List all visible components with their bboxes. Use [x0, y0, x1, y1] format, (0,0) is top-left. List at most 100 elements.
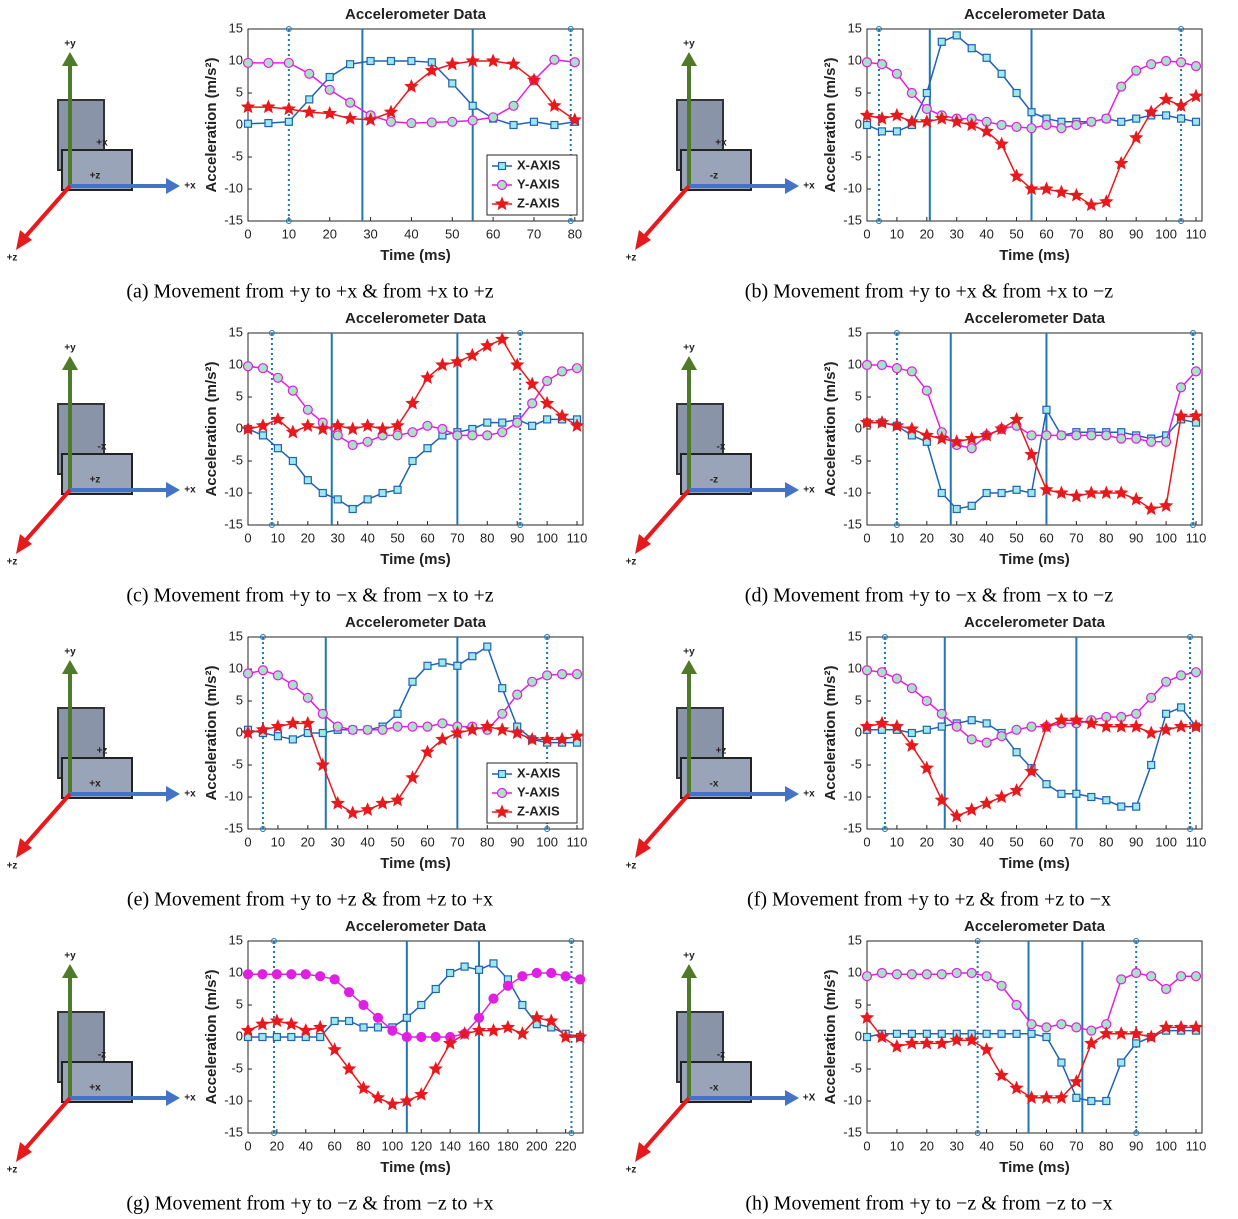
x-tick-label: 30	[949, 530, 963, 545]
marker	[513, 418, 522, 427]
x-tick-label: 0	[863, 226, 870, 241]
x-tick-label: 50	[445, 226, 459, 241]
y-tick-label: -15	[224, 212, 243, 227]
marker	[953, 506, 960, 513]
y-tick-label: -10	[843, 1092, 862, 1107]
marker	[510, 122, 517, 129]
marker	[331, 1018, 338, 1025]
marker	[475, 1013, 484, 1022]
x-tick-label: 40	[404, 226, 418, 241]
y-tick-label: 10	[848, 356, 862, 371]
x-tick-label: 30	[949, 834, 963, 849]
x-tick-label: 70	[1069, 1138, 1083, 1153]
x-tick-label: 80	[480, 530, 494, 545]
marker	[1042, 1023, 1051, 1032]
marker	[245, 120, 252, 127]
illustration-label: -z	[98, 1050, 106, 1061]
marker	[1012, 1001, 1021, 1010]
arrow-head	[166, 1090, 180, 1106]
axis-arrow	[26, 1098, 70, 1148]
x-axis-label: Time (ms)	[380, 551, 451, 568]
marker	[877, 361, 886, 370]
illustration-label: -z	[710, 171, 718, 182]
marker	[543, 671, 552, 680]
x-tick-label: 70	[450, 530, 464, 545]
marker	[1132, 66, 1141, 75]
x-tick-label: 20	[920, 1138, 934, 1153]
y-tick-label: 5	[236, 692, 243, 707]
marker	[402, 1033, 411, 1042]
marker	[1087, 117, 1096, 126]
marker	[968, 502, 975, 509]
panel: +y+X+z-z-xAccelerometer Data-15-10-50510…	[626, 918, 1207, 1215]
arrow-head	[166, 482, 180, 498]
arrow-head	[785, 178, 799, 194]
y-tick-label: 10	[229, 52, 243, 67]
marker	[1117, 975, 1126, 984]
legend-marker	[498, 181, 507, 190]
x-tick-label: 10	[890, 226, 904, 241]
marker	[863, 972, 872, 981]
marker	[334, 496, 341, 503]
y-tick-label: 5	[855, 388, 862, 403]
x-axis-label: Time (ms)	[380, 1159, 451, 1176]
panel: +y+x+z-x-zAccelerometer Data-15-10-50510…	[626, 310, 1207, 607]
x-tick-label: 80	[1099, 834, 1113, 849]
y-tick-label: -15	[224, 820, 243, 835]
marker	[1072, 431, 1081, 440]
marker	[1102, 114, 1111, 123]
marker	[346, 98, 355, 107]
marker	[907, 970, 916, 979]
marker	[408, 58, 415, 65]
arrow-head	[166, 786, 180, 802]
x-tick-label: 110	[567, 530, 588, 545]
marker	[265, 120, 272, 127]
marker	[367, 58, 374, 65]
x-tick-label: 40	[979, 226, 993, 241]
x-tick-label: 60	[420, 834, 434, 849]
marker	[863, 58, 872, 67]
marker	[922, 105, 931, 114]
x-tick-label: 90	[510, 834, 524, 849]
illustration-label: +z	[90, 171, 101, 182]
marker	[259, 432, 266, 439]
marker	[394, 486, 401, 493]
x-tick-label: 20	[270, 1138, 284, 1153]
y-tick-label: -10	[224, 1092, 243, 1107]
marker	[952, 969, 961, 978]
marker	[1117, 82, 1126, 91]
x-tick-label: 40	[360, 530, 374, 545]
caption: (a) Movement from +y to +x & from +x to …	[126, 281, 493, 303]
illustration-label: +z	[716, 746, 727, 757]
x-tick-label: 10	[890, 530, 904, 545]
y-tick-label: 10	[229, 356, 243, 371]
x-axis-label: Time (ms)	[999, 1159, 1070, 1176]
chart-title: Accelerometer Data	[964, 310, 1106, 327]
marker	[484, 419, 491, 426]
illustration-label: +x	[184, 1093, 196, 1104]
x-tick-label: 0	[863, 834, 870, 849]
x-tick-label: 40	[979, 530, 993, 545]
x-tick-label: 0	[244, 1138, 251, 1153]
marker	[264, 58, 273, 67]
marker	[305, 69, 314, 78]
arrow-head	[166, 178, 180, 194]
marker	[1192, 668, 1201, 677]
x-tick-label: 50	[1009, 530, 1023, 545]
marker	[259, 1034, 266, 1041]
marker	[997, 121, 1006, 130]
x-tick-label: 50	[390, 530, 404, 545]
marker	[1103, 797, 1110, 804]
marker	[1012, 122, 1021, 131]
y-tick-label: 5	[855, 996, 862, 1011]
marker	[364, 496, 371, 503]
caption: (h) Movement from +y to −z & from −z to …	[745, 1193, 1112, 1215]
illustration-label: -x	[717, 442, 726, 453]
chart-title: Accelerometer Data	[964, 614, 1106, 631]
marker	[922, 386, 931, 395]
marker	[1192, 62, 1201, 71]
illustration-label: +z	[7, 253, 18, 264]
marker	[908, 730, 915, 737]
x-tick-label: 30	[949, 226, 963, 241]
marker	[1193, 118, 1200, 125]
